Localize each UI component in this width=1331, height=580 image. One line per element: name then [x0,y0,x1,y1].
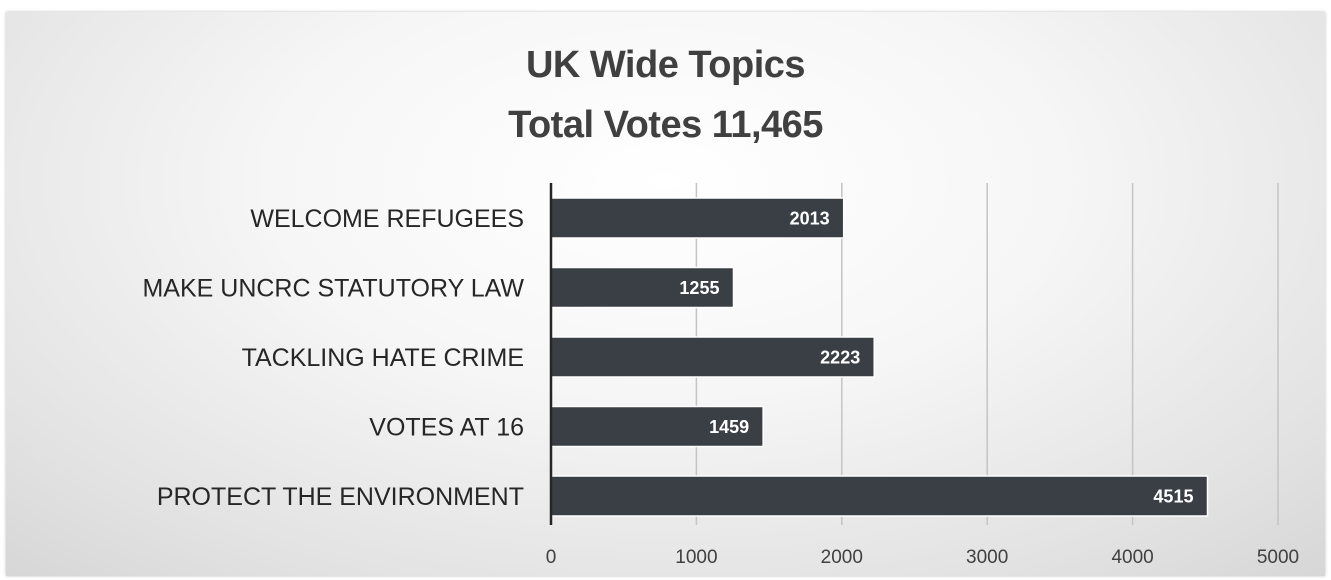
category-label-1: MAKE UNCRC STATUTORY LAW [142,275,524,303]
data-label-1: 1255 [679,278,719,298]
bar-4 [550,475,1209,517]
x-tick-label-3000: 3000 [966,547,1008,568]
x-tick-label-5000: 5000 [1257,547,1299,568]
x-tick-label-1000: 1000 [675,547,717,568]
chart-title-line-2: Total Votes 11,465 [508,104,823,146]
x-tick-label-0: 0 [546,547,557,568]
category-label-2: TACKLING HATE CRIME [242,344,524,372]
data-label-0: 2013 [790,209,830,229]
x-tick-label-2000: 2000 [821,547,863,568]
chart-title-line-1: UK Wide Topics [525,44,806,86]
bar-2 [550,336,875,378]
bar-0 [550,197,845,239]
category-label-0: WELCOME REFUGEES [250,205,524,233]
x-tick-label-4000: 4000 [1111,547,1153,568]
category-label-3: VOTES AT 16 [369,414,524,442]
category-label-4: PROTECT THE ENVIRONMENT [157,483,524,511]
data-label-2: 2223 [820,348,860,368]
data-label-3: 1459 [709,417,749,437]
data-label-4: 4515 [1153,487,1193,507]
